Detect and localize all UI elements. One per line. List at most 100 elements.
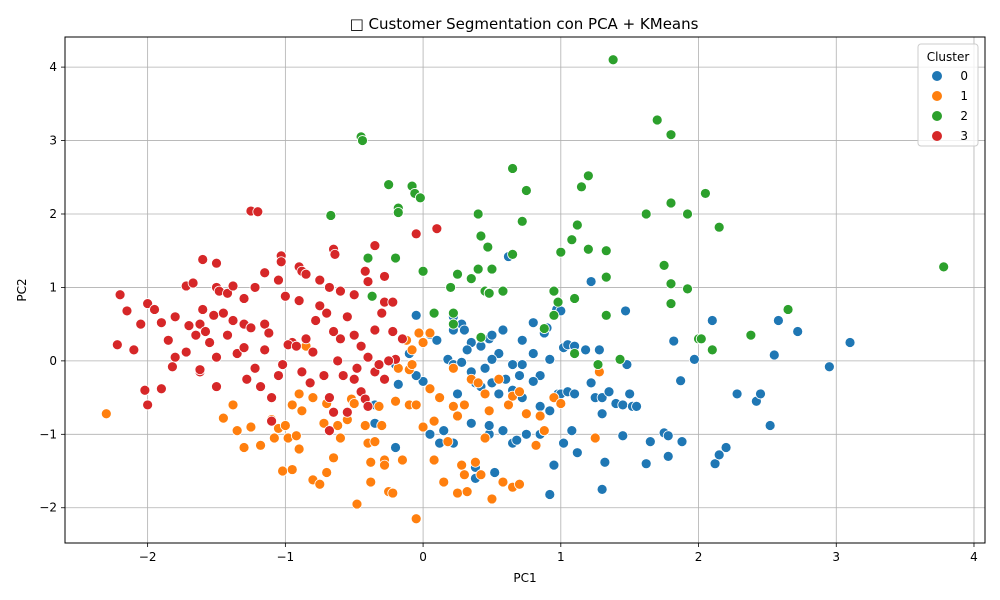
data-point-cluster-2 [665,197,677,209]
data-point-cluster-2 [516,215,528,227]
data-point-cluster-0 [731,388,743,400]
data-point-cluster-1 [227,399,239,411]
data-point-cluster-2 [571,219,583,231]
data-point-cluster-0 [580,344,591,356]
data-point-cluster-2 [695,333,707,345]
data-point-cluster-3 [194,364,206,376]
data-point-cluster-2 [357,135,368,146]
data-point-cluster-1 [452,487,463,499]
data-point-cluster-0 [527,317,539,329]
data-point-cluster-3 [266,392,277,403]
data-point-cluster-3 [142,399,154,411]
data-point-cluster-1 [493,373,505,385]
x-tick-label: 1 [557,550,565,564]
data-point-cluster-3 [273,370,284,381]
data-point-cluster-0 [676,436,688,448]
data-point-cluster-3 [211,351,222,363]
data-point-cluster-3 [208,309,220,321]
data-point-cluster-0 [566,425,578,437]
data-point-cluster-3 [304,377,316,389]
data-point-cluster-0 [534,370,546,381]
data-point-cluster-3 [351,362,363,374]
data-point-cluster-1 [286,464,298,475]
data-point-cluster-2 [640,208,652,220]
data-point-cluster-3 [318,370,330,381]
data-point-cluster-3 [180,346,192,358]
data-point-cluster-3 [169,311,181,323]
data-point-cluster-1 [410,513,422,525]
data-point-cluster-3 [314,300,326,312]
data-point-cluster-1 [348,398,360,409]
y-tick-label: 4 [49,60,57,74]
data-point-cluster-2 [614,354,626,365]
data-point-cluster-2 [538,323,550,334]
data-point-cluster-3 [332,355,344,367]
data-point-cluster-1 [555,398,567,409]
legend-label-2: 2 [960,109,968,123]
data-point-cluster-3 [222,329,233,341]
data-point-cluster-3 [321,307,333,319]
data-point-cluster-1 [293,443,305,455]
data-point-cluster-1 [479,388,491,400]
data-point-cluster-3 [156,317,167,329]
data-point-cluster-1 [483,405,495,417]
data-point-cluster-2 [366,290,378,302]
x-tick-label: 3 [832,550,840,564]
data-point-cluster-1 [410,399,422,411]
data-point-cluster-0 [497,324,509,336]
x-axis-ticks: −2 −1 0 1 2 3 4 [139,543,978,564]
data-point-cluster-3 [355,340,367,352]
data-point-cluster-0 [617,399,629,411]
data-point-cluster-1 [475,469,487,481]
legend-label-3: 3 [960,129,968,143]
data-point-cluster-3 [279,290,291,302]
y-axis-ticks: −2 −1 0 1 2 3 4 [39,60,65,515]
legend-title: Cluster [927,50,970,64]
data-point-cluster-0 [438,425,450,437]
data-point-cluster-2 [325,210,337,221]
data-point-cluster-1 [452,410,463,422]
data-point-cluster-0 [720,442,732,453]
data-point-cluster-0 [417,376,429,387]
data-point-cluster-0 [768,349,780,361]
data-point-cluster-0 [486,329,498,341]
data-point-cluster-2 [665,129,677,141]
data-point-cluster-3 [197,254,209,265]
data-point-cluster-2 [475,331,487,343]
data-point-cluster-0 [527,348,539,359]
data-point-cluster-1 [497,476,509,488]
data-point-cluster-2 [445,282,457,293]
data-point-cluster-2 [447,318,459,330]
data-point-cluster-3 [121,305,133,317]
data-point-cluster-2 [465,273,477,285]
data-point-cluster-3 [156,383,167,395]
data-point-cluster-3 [249,282,261,293]
legend-marker-1 [932,91,942,101]
data-point-cluster-0 [599,456,611,468]
data-point-cluster-3 [162,334,174,346]
data-point-cluster-2 [482,241,494,253]
data-point-cluster-1 [406,344,418,356]
data-point-cluster-2 [658,259,670,271]
data-point-cluster-2 [555,246,567,258]
data-point-cluster-0 [593,344,605,356]
x-tick-label: −1 [277,550,295,564]
data-point-cluster-2 [713,221,725,233]
data-point-cluster-0 [514,370,525,381]
x-tick-label: 0 [419,550,427,564]
data-point-cluster-1 [589,432,601,444]
data-point-cluster-0 [773,315,784,326]
data-point-cluster-0 [569,388,580,400]
data-point-cluster-2 [600,271,612,283]
data-point-cluster-0 [823,361,835,373]
data-point-cluster-3 [277,359,289,370]
data-point-cluster-3 [359,265,371,277]
data-point-cluster-3 [410,228,422,240]
data-point-cluster-1 [238,442,250,453]
data-point-cluster-3 [373,359,385,370]
data-point-cluster-0 [497,425,509,437]
data-point-cluster-0 [689,354,700,365]
data-point-cluster-3 [227,315,239,326]
data-point-cluster-1 [365,456,377,468]
data-point-cluster-1 [538,425,550,437]
